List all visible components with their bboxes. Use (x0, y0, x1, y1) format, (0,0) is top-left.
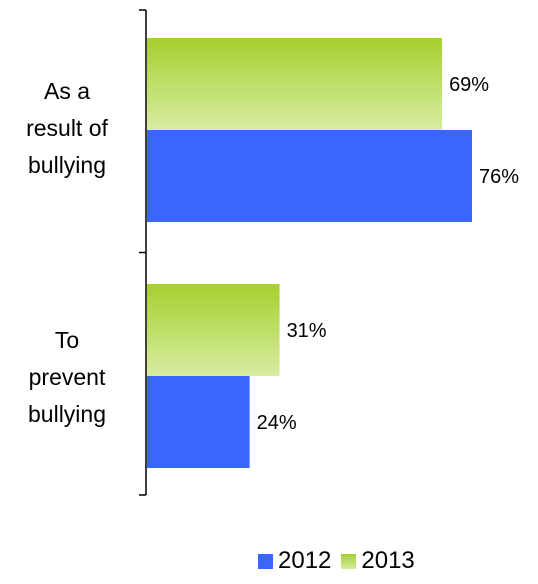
category-label-to-prevent-bullying: To prevent bullying (28, 327, 106, 427)
legend-label-2012: 2012 (278, 547, 332, 574)
value-label-2013-cat-0: 69% (449, 74, 489, 96)
legend-label-2013: 2013 (361, 547, 415, 574)
legend-swatch-2012 (258, 553, 273, 569)
legend-item-2012: 2012 (258, 547, 331, 575)
value-label-2013-cat-1: 31% (287, 320, 327, 342)
bars (147, 38, 472, 468)
legend: 2012 2013 (258, 547, 425, 575)
value-label-2012-cat-1: 24% (257, 412, 297, 434)
value-label-2012-cat-0: 76% (479, 166, 519, 188)
category-axis (139, 9, 147, 496)
bar-2012-cat-0 (147, 130, 472, 222)
category-label-as-a-result-of-bullying: As a result of bullying (26, 78, 108, 178)
value-labels: 69% 31% 76% 24% (257, 74, 520, 434)
legend-swatch-2013 (341, 553, 357, 569)
bar-2013-cat-1 (147, 284, 280, 376)
bar-2012-cat-1 (147, 376, 250, 468)
bar-2013-cat-0 (147, 38, 443, 130)
legend-item-2013: 2013 (341, 547, 415, 575)
